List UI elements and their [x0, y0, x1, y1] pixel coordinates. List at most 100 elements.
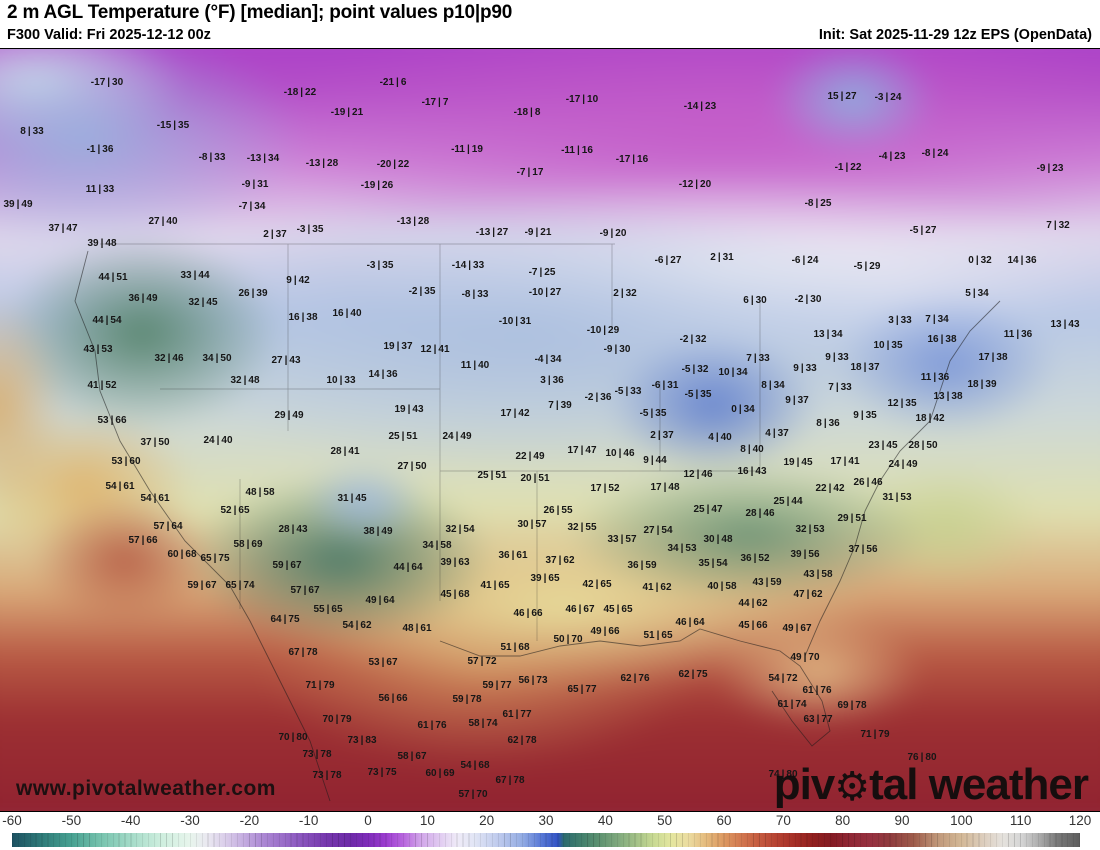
point-value: 36 | 61 [498, 550, 528, 561]
point-value: 8 | 34 [761, 380, 785, 391]
point-value: 64 | 75 [270, 614, 300, 625]
temperature-map: -17 | 30 -18 | 22 -21 | 6 8 | 33 -15 | 35 -1 … [0, 48, 1100, 812]
point-value: 8 | 40 [740, 444, 764, 455]
point-value: 29 | 49 [274, 410, 304, 421]
point-value: 27 | 40 [148, 216, 178, 227]
point-value: 11 | 40 [460, 360, 490, 371]
point-value: -5 | 35 [684, 389, 712, 400]
point-value: 16 | 43 [737, 466, 767, 477]
point-value: 39 | 65 [530, 573, 560, 584]
point-value: 44 | 62 [738, 598, 768, 609]
point-value: -5 | 32 [681, 364, 709, 375]
point-value: 62 | 78 [507, 735, 537, 746]
point-value: -18 | 8 [513, 107, 541, 118]
point-value: 25 | 51 [477, 470, 507, 481]
point-value: 19 | 43 [394, 404, 424, 415]
point-value: -11 | 16 [561, 145, 593, 156]
point-value: 39 | 56 [790, 549, 820, 560]
point-value: -10 | 29 [586, 325, 620, 336]
point-value: 25 | 47 [693, 504, 723, 515]
point-value: 14 | 36 [368, 369, 398, 380]
point-value: 22 | 49 [515, 451, 545, 462]
point-value: 71 | 79 [860, 729, 890, 740]
point-value: 39 | 63 [440, 557, 470, 568]
point-value: 55 | 65 [313, 604, 343, 615]
colorbar-tick: 100 [950, 813, 973, 828]
point-value: 10 | 35 [873, 340, 903, 351]
point-value: 11 | 33 [85, 184, 115, 195]
point-value: 32 | 54 [445, 524, 475, 535]
point-value: 71 | 79 [305, 680, 335, 691]
point-value: 67 | 78 [288, 647, 318, 658]
colorbar-tick: -10 [298, 813, 319, 828]
point-value: 13 | 38 [933, 391, 963, 402]
point-value: 70 | 80 [278, 732, 308, 743]
point-value: 41 | 52 [87, 380, 117, 391]
point-value: 34 | 50 [202, 353, 232, 364]
point-value: 65 | 74 [225, 580, 255, 591]
point-value: -4 | 23 [878, 151, 906, 162]
point-value: 2 | 32 [613, 288, 637, 299]
map-header: 2 m AGL Temperature (°F) [median]; point… [0, 0, 1100, 48]
point-value: 8 | 36 [816, 418, 840, 429]
point-value: -3 | 35 [296, 224, 324, 235]
point-value: -9 | 21 [524, 227, 552, 238]
point-value: 30 | 48 [703, 534, 733, 545]
point-value: -3 | 24 [874, 92, 902, 103]
point-value: 48 | 61 [402, 623, 432, 634]
point-value: 56 | 66 [378, 693, 408, 704]
point-value: 11 | 36 [920, 372, 950, 383]
point-value: 35 | 54 [698, 558, 728, 569]
point-value: 18 | 39 [967, 379, 997, 390]
point-value: 17 | 38 [978, 352, 1008, 363]
colorbar-tick: -40 [120, 813, 141, 828]
point-value: 24 | 49 [888, 459, 918, 470]
point-value: 9 | 33 [793, 363, 817, 374]
temperature-field-shading [0, 49, 1100, 811]
point-value: -6 | 24 [791, 255, 819, 266]
point-value: 10 | 33 [326, 375, 356, 386]
point-value: 56 | 73 [518, 675, 548, 686]
point-value: -17 | 16 [615, 154, 649, 165]
map-border-lines [74, 243, 1001, 802]
colorbar-tick: 20 [479, 813, 495, 828]
point-value: 60 | 68 [167, 549, 197, 560]
point-value: 25 | 51 [388, 431, 418, 442]
point-value: -3 | 35 [366, 260, 394, 271]
point-value: -19 | 21 [330, 107, 364, 118]
point-value: 20 | 51 [520, 473, 550, 484]
point-value: 24 | 40 [203, 435, 233, 446]
point-value: 8 | 33 [20, 126, 44, 137]
point-value: 22 | 42 [815, 483, 845, 494]
point-value: 53 | 66 [97, 415, 127, 426]
point-value: -5 | 27 [909, 225, 937, 236]
point-value: 7 | 32 [1046, 220, 1070, 231]
colorbar-area: -60 -50 -40 -30 -20 -10 0 10 20 30 40 50 60 70 80 90 100… [0, 812, 1100, 850]
point-value: 13 | 34 [813, 329, 843, 340]
point-value: 54 | 61 [140, 493, 170, 504]
point-value: 43 | 53 [83, 344, 113, 355]
valid-time-label: F300 Valid: Fri 2025-12-12 00z [7, 27, 211, 43]
point-value: -15 | 35 [156, 120, 190, 131]
point-value: 2 | 31 [710, 252, 734, 263]
colorbar-tick: 60 [716, 813, 732, 828]
point-value: 49 | 64 [365, 595, 395, 606]
point-value: 17 | 52 [590, 483, 620, 494]
point-value: 32 | 53 [795, 524, 825, 535]
point-value: 44 | 54 [92, 315, 122, 326]
point-value: 73 | 78 [302, 749, 332, 760]
point-value: 58 | 69 [233, 539, 263, 550]
pivotalweather-logo: piv⚙tal weather [774, 763, 1089, 808]
colorbar-tick: 110 [1009, 813, 1032, 828]
point-value: 37 | 62 [545, 555, 575, 566]
point-value: 38 | 49 [363, 526, 393, 537]
point-value: -1 | 22 [834, 162, 862, 173]
point-value: 60 | 69 [425, 768, 455, 779]
point-value: 34 | 53 [667, 543, 697, 554]
point-value: -10 | 31 [498, 316, 532, 327]
colorbar-tick: 120 [1068, 813, 1092, 828]
point-value: 19 | 45 [783, 457, 813, 468]
point-value: 9 | 35 [853, 410, 877, 421]
colorbar-tick: 0 [364, 813, 372, 828]
point-value: -17 | 10 [565, 94, 599, 105]
